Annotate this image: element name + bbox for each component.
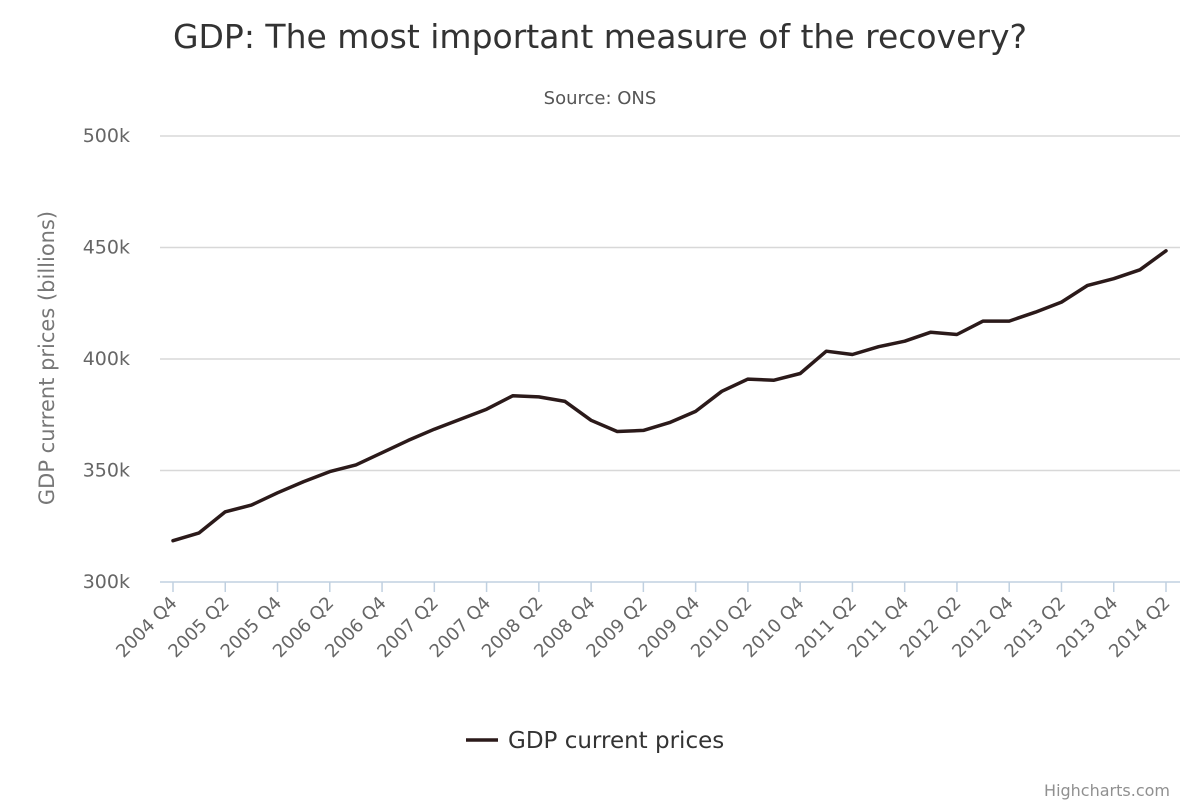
grid-lines — [160, 135, 1180, 472]
series-line-gdp-current-prices[interactable] — [171, 249, 1168, 543]
legend-item-label[interactable]: GDP current prices — [508, 728, 724, 754]
credits-link[interactable]: Highcharts.com — [1044, 781, 1170, 800]
legend[interactable]: GDP current prices — [466, 728, 724, 754]
y-axis-title: GDP current prices (billions) — [35, 211, 59, 505]
y-tick-label: 500k — [83, 125, 130, 147]
y-tick-label: 350k — [83, 460, 130, 482]
y-tick-label: 400k — [83, 348, 130, 370]
chart-subtitle: Source: ONS — [544, 88, 657, 109]
y-tick-label: 450k — [83, 237, 130, 259]
chart-title: GDP: The most important measure of the r… — [173, 17, 1027, 56]
y-axis-ticks: 300k 350k 400k 450k 500k — [83, 125, 130, 593]
y-tick-label: 300k — [83, 571, 130, 593]
